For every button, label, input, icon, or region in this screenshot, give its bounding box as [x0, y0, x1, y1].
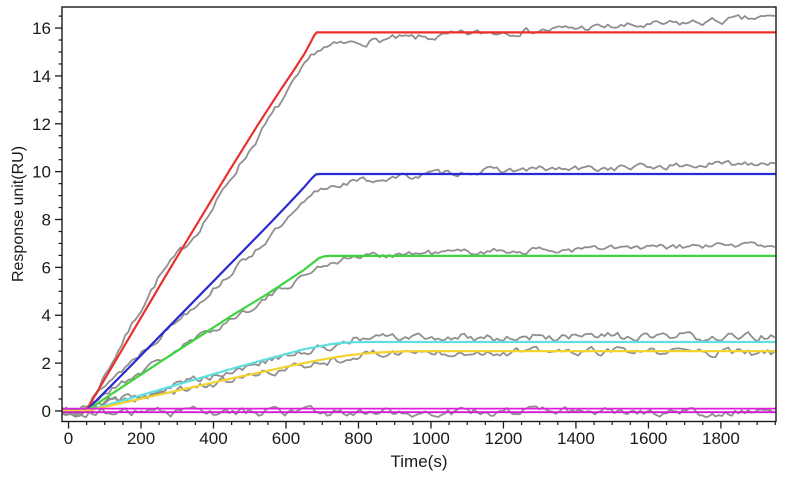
x-tick-label: 1200 [485, 429, 523, 448]
y-tick-label: 8 [42, 211, 51, 230]
series-fit-green [62, 254, 776, 413]
x-tick-label: 1000 [412, 429, 450, 448]
y-tick-label: 14 [32, 67, 51, 86]
x-tick-label: 400 [199, 429, 227, 448]
y-tick-label: 16 [32, 19, 51, 38]
series-fit-red [62, 31, 776, 413]
x-tick-label: 1600 [630, 429, 668, 448]
y-tick-label: 0 [42, 402, 51, 421]
y-tick-label: 6 [42, 258, 51, 277]
series-fit-yellow [62, 350, 776, 413]
y-axis-title: Response unit(RU) [10, 146, 27, 282]
axis-layer: 0 200 400 600 800 1000 1200 1400 1600 1800 0 2 4 6 8 10… [32, 15, 776, 448]
x-tick-label: 0 [64, 429, 73, 448]
x-tick-label: 1800 [702, 429, 740, 448]
series-fit-blue [62, 172, 776, 413]
series-data-trace-4 [62, 331, 776, 416]
series-fit-cyan [62, 340, 776, 413]
y-tick-label: 4 [42, 306, 51, 325]
series-data-trace-6 [62, 405, 776, 419]
series-layer [62, 14, 776, 419]
x-tick-label: 600 [272, 429, 300, 448]
x-tick-label: 200 [127, 429, 155, 448]
x-tick-label: 1400 [557, 429, 595, 448]
x-axis-title: Time(s) [391, 452, 448, 471]
x-tick-label: 800 [344, 429, 372, 448]
plot-border [61, 6, 777, 423]
y-tick-label: 12 [32, 115, 51, 134]
y-tick-label: 10 [32, 163, 51, 182]
y-tick-label: 2 [42, 354, 51, 373]
series-data-trace-2 [62, 160, 776, 417]
